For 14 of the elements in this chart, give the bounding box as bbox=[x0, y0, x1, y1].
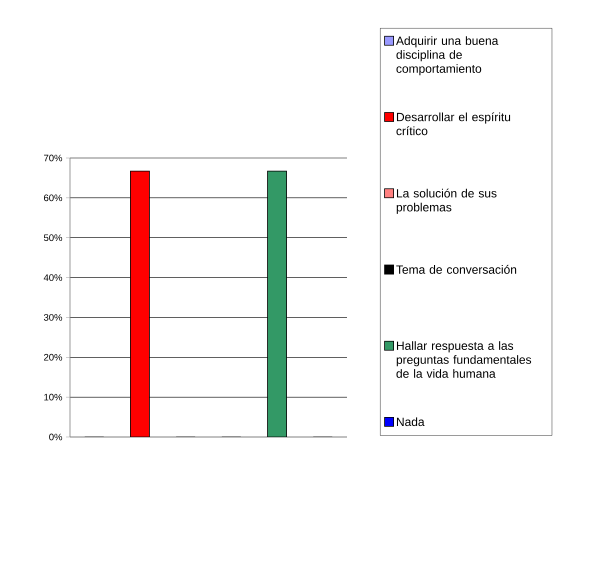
y-tick-label: 50% bbox=[44, 234, 62, 242]
legend-label: Tema de conversación bbox=[396, 264, 516, 274]
y-tick-label: 10% bbox=[44, 394, 62, 400]
legend-label: Adquirir una buena disciplina de comportamiento bbox=[396, 36, 498, 76]
y-tick-label: 0% bbox=[49, 434, 62, 440]
y-tick-label: 20% bbox=[44, 354, 62, 361]
legend-label: La solución de sus problemas bbox=[396, 188, 497, 214]
legend-label: Hallar respuesta a las preguntas fundamentales de la vida humana bbox=[396, 341, 532, 378]
y-tick-label: 60% bbox=[44, 194, 62, 202]
legend-label: Desarrollar el espíritu crítico bbox=[396, 112, 510, 136]
y-tick-label: 70% bbox=[44, 154, 62, 162]
legend-label: Nada bbox=[396, 417, 425, 426]
y-tick-label: 30% bbox=[44, 314, 62, 321]
y-tick-label: 40% bbox=[44, 274, 62, 281]
